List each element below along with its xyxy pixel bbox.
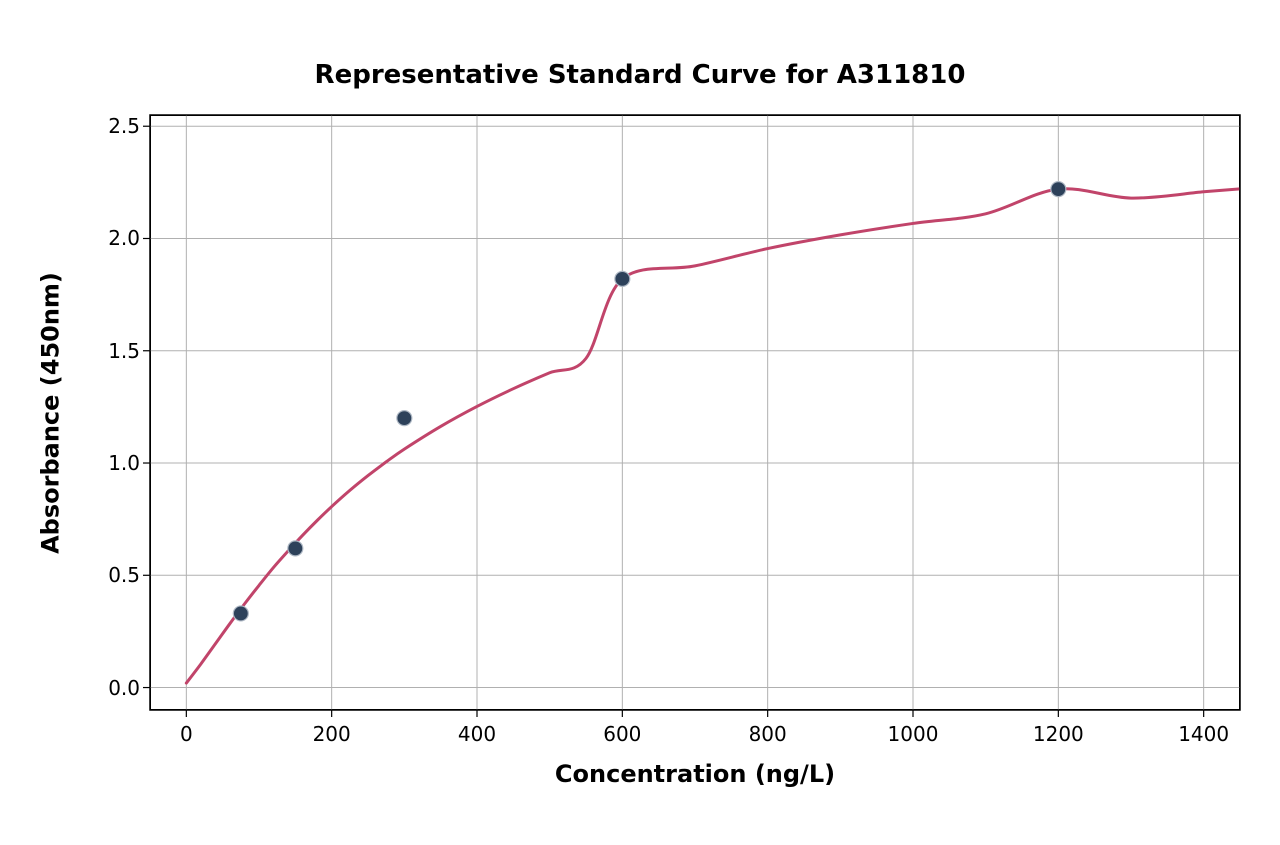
plot-border: [150, 115, 1240, 710]
y-tick-label: 2.5: [80, 114, 140, 138]
data-point: [233, 606, 248, 621]
y-tick-label: 1.5: [80, 339, 140, 363]
grid: [150, 115, 1240, 710]
x-tick-label: 600: [603, 722, 641, 746]
x-axis-label: Concentration (ng/L): [150, 760, 1240, 788]
x-tick-label: 1000: [888, 722, 939, 746]
data-point: [397, 411, 412, 426]
y-tick-label: 0.0: [80, 676, 140, 700]
data-points: [233, 182, 1066, 621]
y-tick-label: 0.5: [80, 563, 140, 587]
fitted-curve: [186, 189, 1240, 683]
y-tick-label: 1.0: [80, 451, 140, 475]
plot-svg: [0, 0, 1280, 845]
x-tick-label: 1200: [1033, 722, 1084, 746]
x-tick-label: 400: [458, 722, 496, 746]
y-axis-label: Absorbance (450nm): [36, 115, 64, 710]
y-tick-label: 2.0: [80, 226, 140, 250]
data-point: [288, 541, 303, 556]
x-tick-label: 1400: [1178, 722, 1229, 746]
data-point: [615, 271, 630, 286]
data-point: [1051, 182, 1066, 197]
x-tick-label: 800: [749, 722, 787, 746]
figure: Representative Standard Curve for A31181…: [0, 0, 1280, 845]
tick-marks: [143, 126, 1204, 717]
x-tick-label: 0: [180, 722, 193, 746]
x-tick-label: 200: [313, 722, 351, 746]
